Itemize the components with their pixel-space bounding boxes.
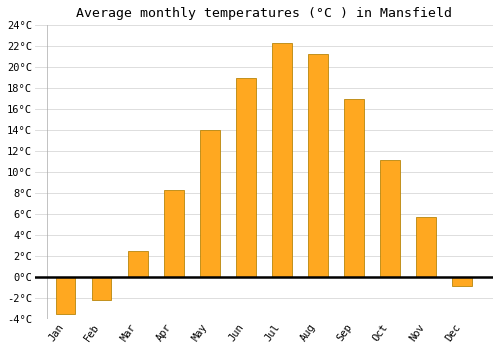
Bar: [308, 54, 328, 277]
Bar: [164, 190, 184, 277]
Bar: [236, 78, 256, 277]
Bar: [452, 277, 472, 286]
Bar: [344, 99, 364, 277]
Bar: [200, 130, 220, 277]
Bar: [92, 277, 112, 300]
Bar: [380, 160, 400, 277]
Bar: [128, 251, 148, 277]
Bar: [272, 43, 292, 277]
Bar: [56, 277, 76, 314]
Bar: [416, 217, 436, 277]
Title: Average monthly temperatures (°C ) in Mansfield: Average monthly temperatures (°C ) in Ma…: [76, 7, 452, 20]
